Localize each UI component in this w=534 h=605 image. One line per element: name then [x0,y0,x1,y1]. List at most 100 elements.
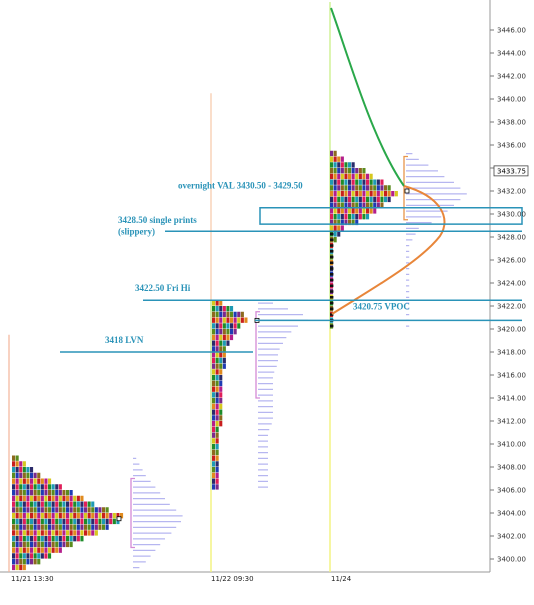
tpo-block [62,507,66,513]
tpo-block [333,150,337,157]
tpo-block [340,208,344,214]
tpo-block [366,202,370,208]
tpo-block [330,156,334,162]
tpo-block [102,518,106,525]
tpo-block [44,513,48,519]
tpo-block [112,513,116,519]
tpo-block [44,536,48,542]
tpo-block [358,179,362,185]
tpo-block [58,524,62,530]
tpo-block [62,541,66,548]
tpo-block [22,507,26,513]
tpo-block [380,191,384,197]
tpo-block [40,507,44,513]
tpo-block [212,403,216,410]
tpo-block [340,214,344,220]
tpo-block [344,185,348,191]
tpo-block [212,444,216,450]
tpo-block [87,530,91,536]
tpo-block [40,478,44,484]
tpo-block [44,484,48,490]
tpo-block [51,490,55,496]
tpo-block [15,518,19,525]
tpo-block [219,421,223,427]
tpo-block [58,490,62,496]
tpo-block [337,231,341,237]
tpo-block [12,553,16,559]
tpo-block [219,363,223,369]
tpo-block [215,346,219,352]
tpo-block [366,179,370,185]
tpo-block [348,208,352,214]
tpo-block [333,237,337,243]
tpo-block [66,501,70,507]
tpo-block [48,536,52,542]
tpo-block [15,455,19,461]
tpo-block [33,472,37,479]
tpo-block [40,553,44,559]
tpo-block [348,173,352,180]
volume-bar [258,337,287,339]
tpo-block [19,461,23,467]
tpo-block [58,536,62,542]
tpo-block [219,409,223,415]
tpo-block [48,518,52,525]
tpo-block [69,536,73,542]
tpo-block [219,334,223,341]
tpo-block [226,311,230,318]
tpo-block [358,168,362,174]
tpo-block [380,202,384,208]
tpo-block [30,530,34,536]
tpo-block [330,225,334,231]
tpo-block [355,214,359,220]
tpo-block [22,564,26,571]
volume-bar [258,411,273,413]
tpo-block [330,168,334,174]
tpo-block [230,329,234,335]
tpo-block [80,501,84,507]
tpo-block [340,191,344,197]
tpo-block [37,484,41,490]
volume-bar [406,245,410,247]
volume-bar [406,233,416,235]
price-tick-label: 3408.00 [497,464,526,472]
volume-bar [406,227,419,229]
date-axis: 11/21 13:30 11/22 09:30 11/24 [11,575,352,583]
tpo-block [26,541,30,548]
tpo-block [37,472,41,479]
tpo-block [330,173,334,180]
tpo-block [222,363,226,369]
tpo-block [333,185,337,191]
volume-bar [258,377,273,379]
tpo-block [219,311,223,318]
tpo-block [91,513,95,519]
orange-path-curve [331,185,446,315]
tpo-block [66,495,70,502]
tpo-block [19,495,23,502]
tpo-block [369,179,373,185]
tpo-block [37,536,41,542]
tpo-block [30,495,34,502]
tpo-block [22,518,26,525]
tpo-block [369,196,373,203]
tpo-block [87,507,91,513]
tpo-block [387,191,391,197]
tpo-block [215,455,219,461]
tpo-block [337,219,341,226]
tpo-block [73,518,77,525]
tpo-block [80,518,84,525]
profile-session-2 [212,300,308,490]
tpo-block [215,357,219,364]
tpo-block [333,208,337,214]
tpo-block [15,478,19,484]
tpo-block [73,495,77,502]
tpo-block [215,421,219,427]
tpo-block [358,185,362,191]
volume-bar [258,463,268,465]
tpo-block [330,179,334,185]
volume-bar [258,452,268,454]
tpo-block [12,530,16,536]
tpo-block [376,202,380,208]
volume-bar [133,469,143,471]
volume-bar [406,285,410,287]
